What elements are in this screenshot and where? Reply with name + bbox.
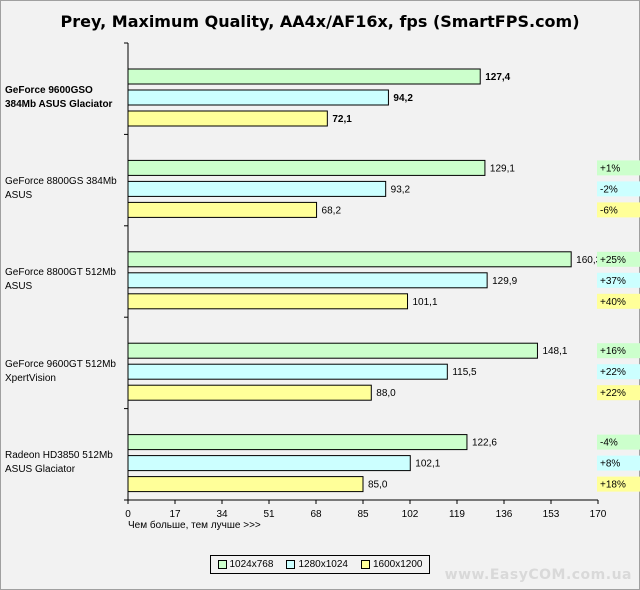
x-tick-label: 68 [310,509,322,520]
legend: 1024x768 1280x1024 1600x1200 [210,555,430,574]
category-label-line: ASUS [5,189,33,201]
diff-badge [597,455,640,471]
category-label-line: 384Mb ASUS Glaciator [5,98,113,110]
bar-value-label: 88,0 [376,388,396,399]
category-label: Radeon HD3850 512Mb ASUS Glaciator [5,449,125,477]
watermark: www.EasyCOM.com.ua [444,567,632,583]
bar [127,68,481,85]
x-tick-label: 34 [216,509,228,520]
diff-label: +40% [600,297,626,308]
diff-label: +22% [600,388,626,399]
diff-badge [597,251,640,267]
diff-label: -4% [600,438,618,449]
legend-label: 1280x1024 [298,559,348,570]
category-label: GeForce 9600GT 512Mb XpertVision [5,358,125,386]
bar [127,272,488,289]
diff-badge [597,272,640,288]
category-label-line: ASUS Glaciator [5,464,76,476]
diff-badge [597,385,640,401]
diff-label: -6% [600,205,618,216]
diff-badge [597,434,640,450]
category-label-line: GeForce 8800GS 384Mb [5,175,117,187]
bar [127,384,372,401]
legend-swatch [217,560,227,569]
bar [127,293,409,310]
x-tick-label: 102 [402,509,419,520]
category-label-line: GeForce 9600GT 512Mb [5,358,116,370]
bar-value-label: 93,2 [391,184,411,195]
bar [127,110,328,127]
bar [127,363,448,380]
bar [127,434,468,451]
bar [127,476,364,493]
bar-value-label: 115,5 [452,367,477,378]
bar-value-label: 160,3 [576,255,601,266]
diff-badge [597,160,640,176]
bar-value-label: 68,2 [322,205,342,216]
bar-value-label: 102,1 [415,459,440,470]
category-label-line: XpertVision [5,372,56,384]
bar-value-label: 85,0 [368,480,388,491]
diff-label: -2% [600,184,618,195]
legend-swatch [286,560,296,569]
x-tick-label: 153 [543,509,560,520]
bar-value-label: 122,6 [472,438,497,449]
x-tick-label: 136 [496,509,513,520]
legend-item: 1600x1200 [360,559,423,570]
diff-badge [597,343,640,359]
category-label-line: ASUS [5,281,33,293]
chart-title: Prey, Maximum Quality, AA4x/AF16x, fps (… [60,12,580,31]
legend-label: 1600x1200 [372,559,423,570]
bar [127,201,318,218]
x-tick-label: 0 [125,509,131,520]
diff-badge [597,181,640,197]
legend-swatch [360,560,370,569]
diff-badge [597,364,640,380]
diff-badge [597,202,640,218]
x-tick-label: 17 [169,509,181,520]
diff-badge [597,293,640,309]
category-label-line: GeForce 9600GSO [5,84,93,96]
bar-value-label: 148,1 [542,346,567,357]
category-label: GeForce 8800GS 384Mb ASUS [5,175,125,203]
legend-item: 1024x768 [217,559,274,570]
bar-value-label: 127,4 [485,72,510,83]
bar-value-label: 129,9 [492,276,517,287]
x-tick-label: 170 [590,509,607,520]
bar-value-label: 101,1 [413,297,438,308]
diff-label: +37% [600,276,626,287]
diff-label: +8% [600,459,620,470]
x-axis-note: Чем больше, тем лучше >>> [128,520,261,531]
diff-label: +25% [600,255,626,266]
bar-value-label: 72,1 [332,114,352,125]
bar-value-label: 94,2 [393,93,413,104]
category-label: GeForce 8800GT 512Mb ASUS [5,266,125,294]
category-label-line: GeForce 8800GT 512Mb [5,267,116,279]
bar [127,342,538,359]
diff-label: +16% [600,346,626,357]
legend-label: 1024x768 [229,559,274,570]
bar-value-label: 129,1 [490,163,515,174]
bar [127,180,387,197]
x-tick-label: 85 [357,509,369,520]
diff-label: +18% [600,480,626,491]
x-tick-label: 119 [449,509,465,520]
diff-label: +22% [600,367,626,378]
bar [127,251,572,268]
bar [127,455,411,472]
legend-item: 1280x1024 [286,559,348,570]
x-tick-label: 51 [263,509,275,520]
diff-label: +1% [600,163,620,174]
category-label: GeForce 9600GSO 384Mb ASUS Glaciator [5,84,125,112]
category-label-line: Radeon HD3850 512Mb [5,450,113,462]
diff-badge [597,476,640,492]
bar [127,159,486,176]
bar [127,89,389,106]
